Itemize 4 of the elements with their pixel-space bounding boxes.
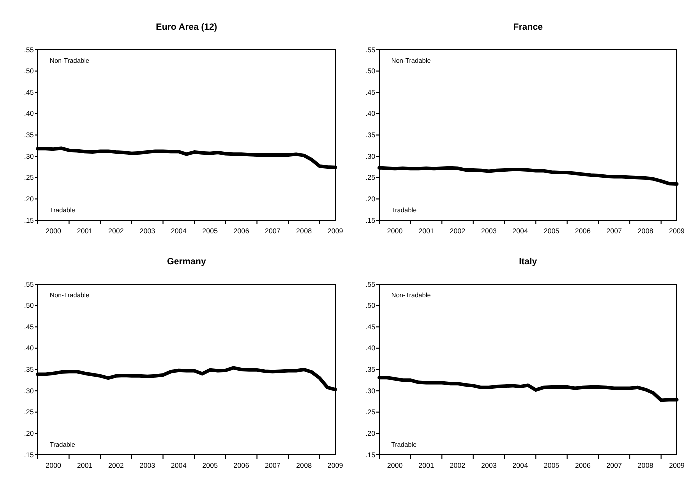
chart-title: France	[513, 22, 544, 32]
chart-title: Italy	[519, 256, 538, 266]
chart-title: Germany	[167, 256, 206, 266]
chart-title: Euro Area (12)	[156, 22, 218, 32]
